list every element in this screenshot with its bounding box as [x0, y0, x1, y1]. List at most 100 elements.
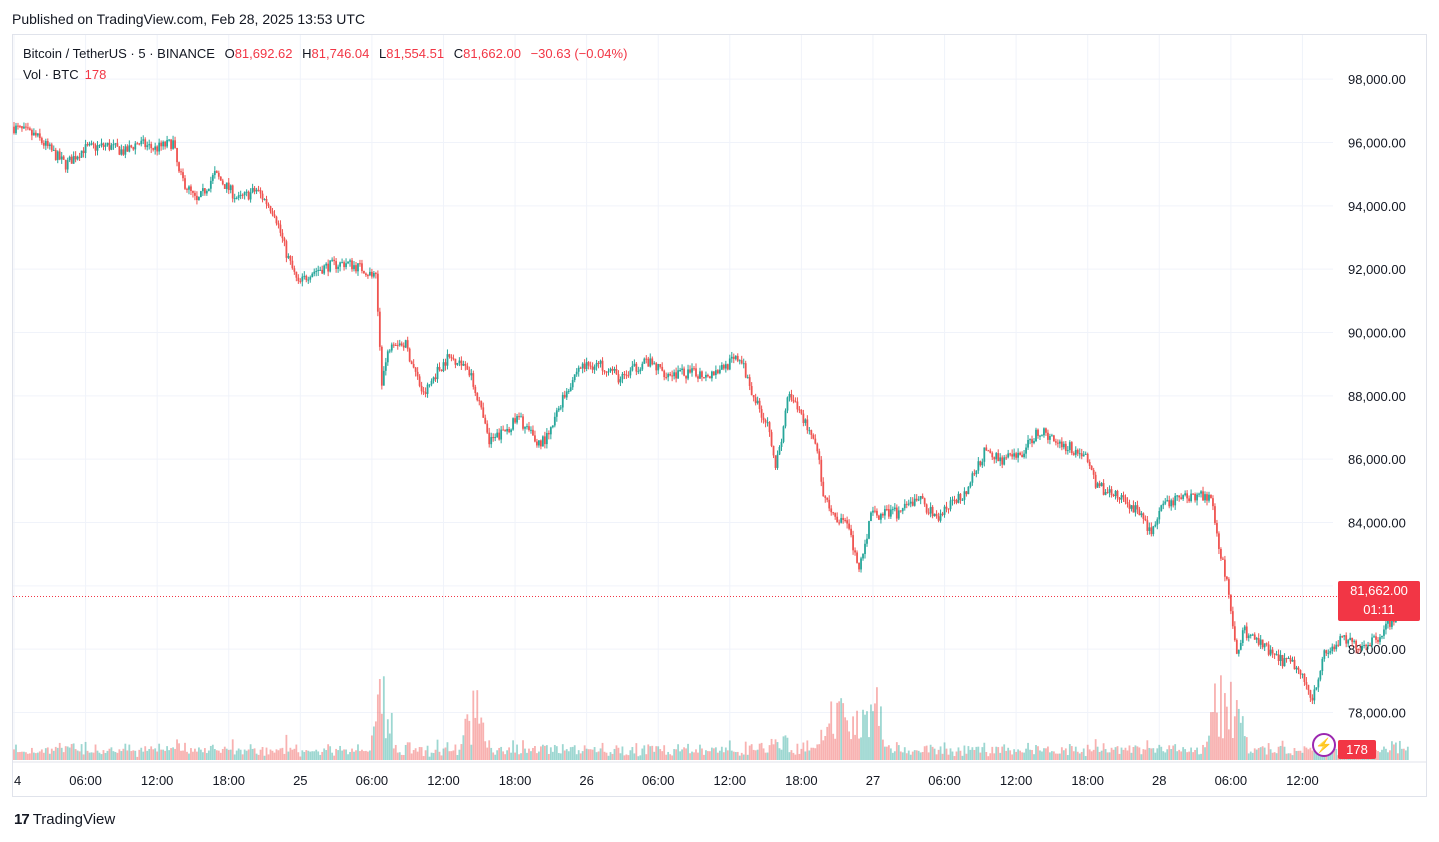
high-label: H — [302, 46, 312, 61]
volume-bar — [748, 745, 751, 760]
volume-bar — [1394, 742, 1397, 760]
candle-body — [573, 374, 576, 381]
volume-bar — [478, 723, 481, 760]
candle-body — [824, 496, 827, 498]
candle-body — [1102, 483, 1105, 495]
candle-body — [182, 172, 184, 179]
volume-bar — [168, 750, 170, 760]
volume-bar — [1243, 736, 1246, 760]
candle-body — [814, 438, 817, 444]
candle-body — [1027, 440, 1029, 448]
candle-body — [983, 447, 986, 462]
volume-bar — [927, 752, 930, 760]
volume-bar — [540, 746, 542, 760]
volume-bar — [468, 720, 471, 760]
candle-body — [269, 206, 272, 212]
volume-bar — [124, 743, 127, 760]
volume-bar — [728, 740, 731, 760]
candle-body — [215, 171, 218, 173]
volume-bar — [868, 737, 870, 760]
candle-body — [955, 500, 958, 503]
candle-body — [1216, 523, 1218, 534]
volume-bar — [494, 754, 497, 760]
candle-body — [44, 141, 47, 146]
candle-body — [951, 499, 954, 501]
candle-body — [907, 503, 910, 505]
candle-body — [516, 416, 518, 423]
volume-bar — [323, 748, 326, 760]
tradingview-logo[interactable]: 17 TradingView — [14, 811, 115, 828]
candle-body — [1041, 435, 1043, 437]
candle-body — [1239, 642, 1242, 650]
volume-bar — [866, 711, 868, 760]
volume-bar — [697, 752, 699, 760]
symbol-label[interactable]: Bitcoin / TetherUS · 5 · BINANCE — [23, 46, 215, 61]
candle-body — [1058, 441, 1061, 444]
volume-bar — [516, 744, 518, 760]
candle-body — [478, 400, 481, 402]
volume-bar — [1241, 716, 1244, 760]
volume-bar — [683, 747, 685, 760]
candle-body — [742, 363, 745, 365]
candle-body — [880, 513, 882, 520]
x-tick-label: 12:00 — [427, 773, 460, 788]
volume-bar — [655, 746, 658, 760]
candle-body — [374, 273, 377, 275]
volume-bar — [842, 703, 845, 760]
volume-bar — [969, 749, 972, 760]
candle-body — [70, 156, 73, 164]
volume-bar — [355, 750, 357, 760]
candle-body — [806, 419, 809, 431]
candle-body — [315, 270, 318, 272]
volume-bar — [321, 751, 324, 760]
volume-bar — [1385, 748, 1387, 760]
candle-body — [695, 368, 697, 377]
volume-bar — [740, 752, 743, 760]
volume-bar — [585, 748, 588, 760]
candle-body — [1146, 520, 1149, 531]
volume-bar — [675, 749, 678, 760]
volume-bar — [502, 751, 505, 760]
volume-bar — [673, 749, 676, 760]
candle-body — [367, 275, 369, 277]
candle-body — [1196, 494, 1198, 501]
candle-body — [1305, 682, 1308, 685]
volume-bar — [591, 749, 594, 760]
volume-bar — [140, 747, 143, 760]
candle-body — [1367, 645, 1369, 647]
volume-bar — [1140, 754, 1143, 760]
candle-body — [522, 416, 524, 429]
open-value: 81,692.62 — [234, 46, 293, 61]
volume-bar — [205, 753, 208, 760]
volume-bar — [44, 748, 47, 760]
volume-bar — [347, 754, 349, 760]
lightning-icon[interactable]: ⚡ — [1312, 733, 1336, 757]
candle-body — [376, 273, 379, 312]
candle-body — [567, 390, 570, 392]
volume-bar — [1013, 749, 1016, 760]
volume-bar — [1172, 745, 1175, 760]
volume-bar — [233, 754, 236, 760]
price-chart[interactable]: 98,000.00 96,000.00 94,000.00 92,000.00 90,0… — [13, 35, 1426, 797]
candle-body — [1138, 509, 1141, 516]
candle-body — [758, 400, 761, 410]
volume-bar — [1106, 752, 1109, 760]
candle-body — [231, 185, 234, 199]
volume-label[interactable]: Vol · BTC — [23, 67, 79, 82]
candle-body — [1279, 655, 1282, 662]
candle-body — [651, 358, 654, 365]
candle-body — [1031, 439, 1033, 444]
candle-body — [126, 146, 129, 152]
candle-body — [1353, 640, 1356, 642]
volume-value: 178 — [84, 67, 107, 82]
volume-bar — [1098, 751, 1101, 760]
candle-body — [444, 362, 447, 366]
candle-body — [667, 373, 670, 378]
volume-bar — [351, 748, 353, 760]
candle-body — [1267, 644, 1270, 655]
candle-body — [683, 368, 685, 376]
candle-body — [876, 510, 878, 516]
volume-bar — [1210, 712, 1212, 760]
volume-bar — [1136, 746, 1139, 760]
candle-body — [1343, 635, 1346, 637]
